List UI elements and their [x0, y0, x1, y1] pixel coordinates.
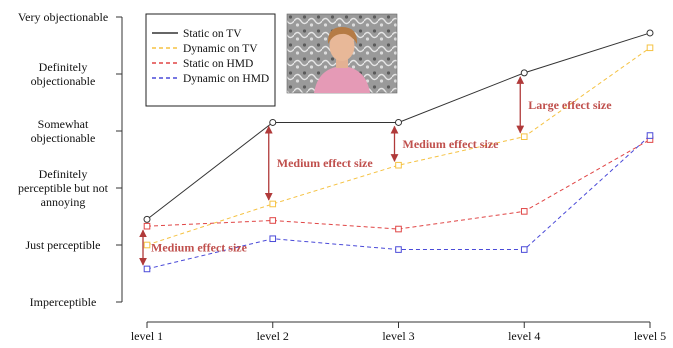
data-point	[143, 222, 151, 230]
person-hair	[327, 27, 358, 44]
series-dynamic-on-hmd	[143, 132, 654, 273]
y-tick-label: Somewhat	[38, 117, 89, 131]
person-neck	[336, 58, 348, 68]
legend-label: Dynamic on TV	[183, 43, 258, 55]
data-point	[395, 246, 402, 253]
series-dynamic-on-tv	[143, 44, 654, 249]
legend-label: Static on HMD	[183, 58, 253, 70]
effect-size-label: Medium effect size	[403, 137, 500, 151]
legend: Static on TV Dynamic on TV Static on HMD Dy…	[145, 13, 276, 107]
effect-size-label: Medium effect size	[277, 156, 374, 170]
series-static-on-hmd	[143, 136, 654, 233]
data-point	[520, 208, 528, 215]
x-tick-label: level 5	[634, 329, 666, 343]
data-point	[269, 217, 277, 224]
data-point	[646, 132, 654, 139]
data-point	[269, 235, 277, 243]
x-axis-ticks: level 1 level 2 level 3 level 4 level 5	[131, 322, 666, 343]
data-point	[269, 118, 277, 126]
y-tick-label: Very objectionable	[18, 10, 108, 24]
legend-label: Static on TV	[183, 28, 242, 40]
x-tick-label: level 3	[382, 329, 414, 343]
legend-box	[145, 13, 276, 107]
y-tick-label: Just perceptible	[26, 238, 101, 252]
data-point	[395, 225, 402, 233]
data-point	[395, 161, 402, 169]
series-layer	[143, 29, 654, 273]
series-line	[146, 47, 651, 246]
x-tick-label: level 1	[131, 329, 163, 343]
y-tick-label: Imperceptible	[30, 295, 97, 309]
data-point	[520, 69, 528, 77]
effect-size-annotations: Medium effect size Medium effect size Medi…	[139, 76, 612, 266]
data-point	[646, 29, 654, 37]
y-tick-label: Definitely	[39, 60, 88, 74]
series-static-on-tv	[143, 29, 654, 223]
person-face	[329, 31, 355, 61]
person-shirt	[314, 66, 370, 93]
effect-size-label: Medium effect size	[151, 241, 248, 255]
data-point	[143, 265, 151, 273]
y-tick-label: perceptible but not	[18, 181, 109, 195]
y-tick-label: objectionable	[31, 74, 96, 88]
data-point	[520, 133, 528, 140]
legend-label: Dynamic on HMD	[183, 73, 269, 85]
data-point	[395, 118, 402, 126]
inset-photo-person	[286, 13, 398, 94]
data-point	[646, 44, 654, 52]
series-line	[146, 139, 651, 230]
y-tick-label: objectionable	[31, 131, 96, 145]
data-point	[143, 241, 151, 249]
data-point	[269, 200, 277, 208]
effect-size-label: Large effect size	[528, 98, 612, 112]
y-tick-label: Definitely	[39, 167, 88, 181]
x-tick-label: level 2	[257, 329, 289, 343]
data-point	[520, 246, 528, 253]
data-point	[143, 215, 151, 223]
y-tick-label: annoying	[41, 195, 86, 209]
x-tick-label: level 4	[508, 329, 540, 343]
